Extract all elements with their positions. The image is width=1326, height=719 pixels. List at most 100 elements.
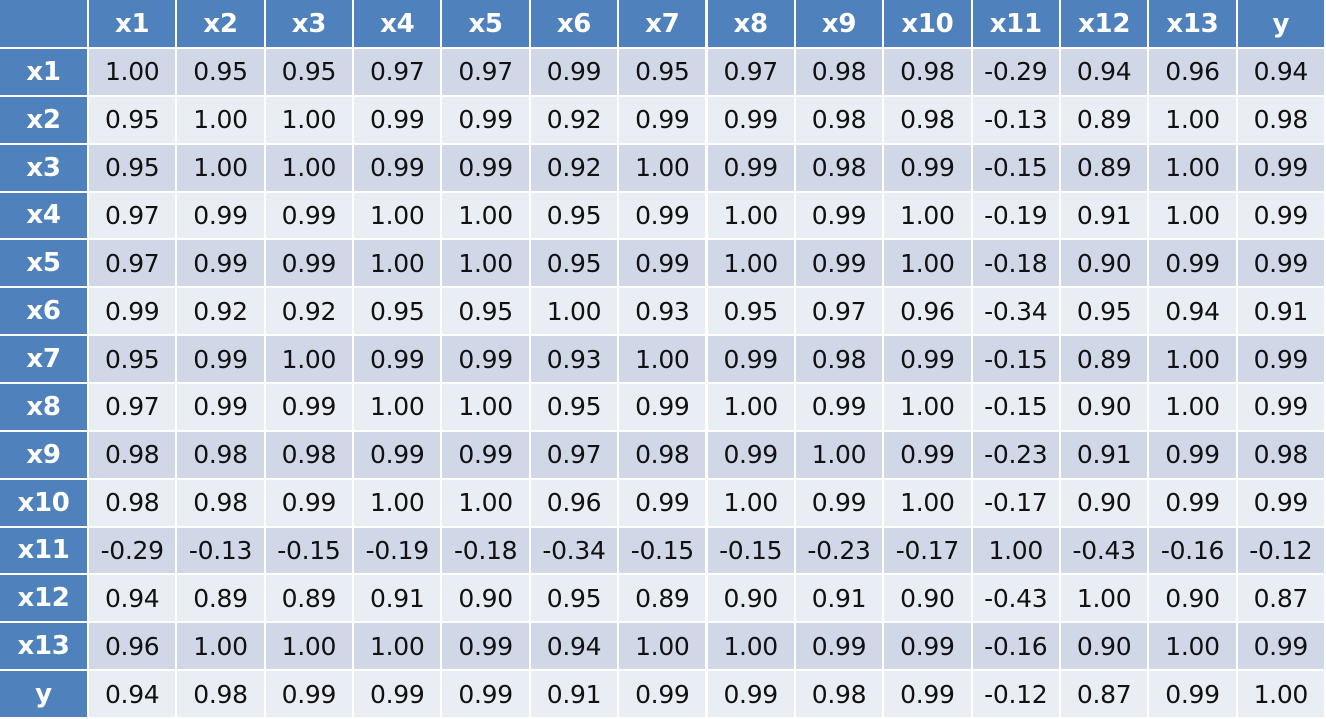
column-header-x4: x4	[354, 0, 441, 47]
table-cell: -0.16	[1149, 527, 1236, 574]
table-cell: 0.97	[354, 49, 441, 95]
table-cell: 0.99	[177, 336, 264, 382]
table-cell: 0.89	[619, 575, 706, 622]
table-cell: 0.92	[530, 96, 618, 143]
table-cell: 1.00	[707, 479, 794, 526]
table-cell: 1.00	[1149, 144, 1236, 191]
table-cell: 0.99	[619, 96, 706, 143]
column-header-y: y	[1237, 0, 1324, 47]
table-cell: 1.00	[354, 623, 441, 670]
table-cell: 0.99	[619, 671, 706, 717]
table-cell: 1.00	[265, 336, 353, 382]
table-cell: 0.99	[1149, 240, 1236, 287]
table-cell: 0.99	[619, 384, 706, 430]
table-cell: -0.23	[972, 431, 1059, 478]
table-cell: 0.90	[1060, 384, 1148, 430]
column-header-x12: x12	[1060, 0, 1148, 47]
table-cell: 0.99	[265, 479, 353, 526]
table-cell: 0.99	[442, 144, 529, 191]
column-header-x1: x1	[89, 0, 176, 47]
table-cell: 0.99	[354, 336, 441, 382]
table-cell: 0.95	[1060, 288, 1148, 335]
table-cell: 1.00	[1149, 96, 1236, 143]
table-cell: 0.99	[177, 192, 264, 239]
table-cell: 0.98	[795, 49, 883, 95]
column-header-x5: x5	[442, 0, 529, 47]
table-cell: 0.95	[530, 240, 618, 287]
table-cell: 1.00	[884, 479, 971, 526]
table-cell: 1.00	[1149, 336, 1236, 382]
table-cell: 1.00	[884, 240, 971, 287]
table-cell: -0.16	[972, 623, 1059, 670]
row-header-x13: x13	[0, 623, 87, 670]
row-header-x6: x6	[0, 288, 87, 335]
table-cell: -0.15	[619, 527, 706, 574]
row-header-x3: x3	[0, 144, 87, 191]
table-cell: 0.93	[619, 288, 706, 335]
table-cell: 0.89	[265, 575, 353, 622]
table-cell: 0.91	[354, 575, 441, 622]
table-cell: 0.99	[619, 240, 706, 287]
table-cell: 0.99	[707, 431, 794, 478]
table-cell: 0.95	[530, 384, 618, 430]
table-cell: 0.94	[89, 671, 176, 717]
table-cell: 0.98	[884, 96, 971, 143]
column-header-x6: x6	[530, 0, 618, 47]
table-cell: 0.99	[265, 384, 353, 430]
table-cell: 0.87	[1237, 575, 1324, 622]
table-cell: 1.00	[707, 623, 794, 670]
column-header-x9: x9	[795, 0, 883, 47]
row-header-x8: x8	[0, 384, 87, 430]
table-cell: 0.99	[265, 192, 353, 239]
table-cell: 0.99	[1237, 144, 1324, 191]
table-cell: 0.90	[442, 575, 529, 622]
table-cell: 0.89	[1060, 336, 1148, 382]
table-cell: 1.00	[354, 192, 441, 239]
table-cell: 1.00	[530, 288, 618, 335]
table-cell: -0.17	[884, 527, 971, 574]
table-cell: 1.00	[1149, 384, 1236, 430]
table-cell: 1.00	[265, 623, 353, 670]
table-cell: 0.92	[177, 288, 264, 335]
table-cell: 0.99	[1149, 479, 1236, 526]
table-cell: 0.97	[89, 192, 176, 239]
table-cell: 1.00	[619, 144, 706, 191]
table-cell: 0.90	[884, 575, 971, 622]
table-cell: 0.96	[530, 479, 618, 526]
table-cell: 1.00	[177, 623, 264, 670]
table-cell: 1.00	[619, 623, 706, 670]
row-header-x7: x7	[0, 336, 87, 382]
table-cell: 0.99	[354, 96, 441, 143]
table-cell: 0.99	[795, 192, 883, 239]
table-cell: 0.99	[707, 96, 794, 143]
table-cell: 0.98	[177, 671, 264, 717]
table-cell: 0.98	[265, 431, 353, 478]
table-cell: -0.43	[972, 575, 1059, 622]
table-cell: 0.91	[1237, 288, 1324, 335]
table-cell: 0.99	[1237, 192, 1324, 239]
table-cell: 0.95	[442, 288, 529, 335]
table-cell: 0.89	[177, 575, 264, 622]
row-header-x12: x12	[0, 575, 87, 622]
column-header-x8: x8	[707, 0, 794, 47]
table-cell: 0.99	[354, 431, 441, 478]
table-cell: 0.99	[177, 384, 264, 430]
table-cell: 1.00	[707, 240, 794, 287]
table-cell: 0.90	[707, 575, 794, 622]
table-cell: 0.91	[1060, 431, 1148, 478]
table-cell: 0.99	[530, 49, 618, 95]
table-cell: 0.95	[530, 192, 618, 239]
table-cell: -0.19	[354, 527, 441, 574]
table-cell: 1.00	[442, 240, 529, 287]
table-cell: 1.00	[354, 240, 441, 287]
table-cell: -0.34	[972, 288, 1059, 335]
table-cell: 0.92	[530, 144, 618, 191]
table-cell: 0.99	[884, 623, 971, 670]
table-cell: 0.98	[619, 431, 706, 478]
column-header-x7: x7	[619, 0, 706, 47]
table-cell: 0.99	[265, 671, 353, 717]
table-cell: 0.95	[89, 96, 176, 143]
table-cell: 1.00	[707, 192, 794, 239]
table-cell: 0.98	[1237, 431, 1324, 478]
